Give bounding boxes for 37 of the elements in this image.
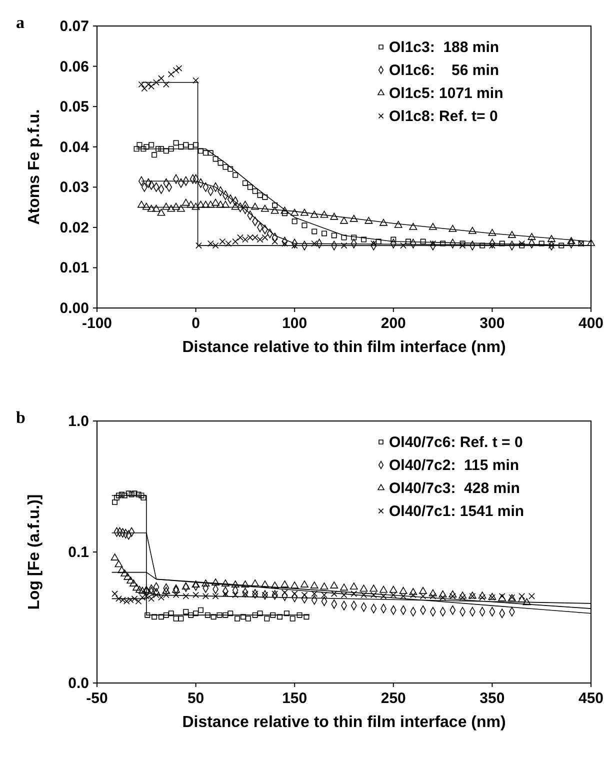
- y-tick-label: 0.07: [60, 18, 89, 35]
- legend-label: Ol40/7c3: 428 min: [389, 480, 520, 497]
- x-tick-label: 200: [380, 315, 406, 332]
- y-tick-label: 0.0: [68, 675, 89, 692]
- legend-label: Ol40/7c1: 1541 min: [389, 503, 524, 520]
- chart-title: a: [16, 13, 25, 32]
- y-tick-label: 0.03: [60, 179, 89, 196]
- y-tick-label: 0.00: [60, 300, 89, 317]
- x-axis-title: Distance relative to thin film interface (nm): [182, 339, 506, 356]
- y-axis-title: Atoms Fe p.f.u.: [26, 109, 43, 225]
- legend-label: Ol1c5: 1071 min: [389, 85, 504, 102]
- y-axis-title: Log [Fe (a.f.u.)]: [26, 494, 43, 610]
- x-tick-label: 50: [187, 690, 204, 707]
- y-tick-label: 0.1: [68, 544, 89, 561]
- y-tick-label: 0.05: [60, 98, 89, 116]
- x-tick-label: -100: [82, 315, 112, 332]
- x-tick-label: 100: [282, 315, 308, 332]
- x-tick-label: 250: [380, 690, 406, 707]
- legend-label: Ol40/7c6: Ref. t = 0: [389, 434, 523, 451]
- x-tick-label: 450: [578, 690, 604, 707]
- x-tick-label: 300: [480, 315, 505, 332]
- x-axis-title: Distance relative to thin film interface (nm): [182, 714, 506, 731]
- x-tick-label: 0: [192, 315, 200, 332]
- y-tick-label: 0.04: [60, 138, 90, 156]
- x-tick-label: -50: [86, 690, 108, 707]
- y-tick-label: 0.01: [60, 260, 89, 277]
- x-tick-label: 150: [282, 690, 308, 707]
- y-tick-label: 0.02: [60, 219, 89, 236]
- legend-label: Ol1c6: 56 min: [389, 62, 500, 79]
- legend-label: Ol40/7c2: 115 min: [389, 457, 520, 474]
- legend-label: Ol1c3: 188 min: [389, 39, 500, 56]
- y-tick-label: 1.0: [68, 413, 89, 430]
- chart-title: b: [16, 408, 26, 427]
- x-tick-label: 350: [480, 690, 505, 707]
- legend-label: Ol1c8: Ref. t= 0: [389, 108, 498, 125]
- y-tick-label: 0.06: [60, 58, 89, 76]
- x-tick-label: 400: [578, 315, 604, 332]
